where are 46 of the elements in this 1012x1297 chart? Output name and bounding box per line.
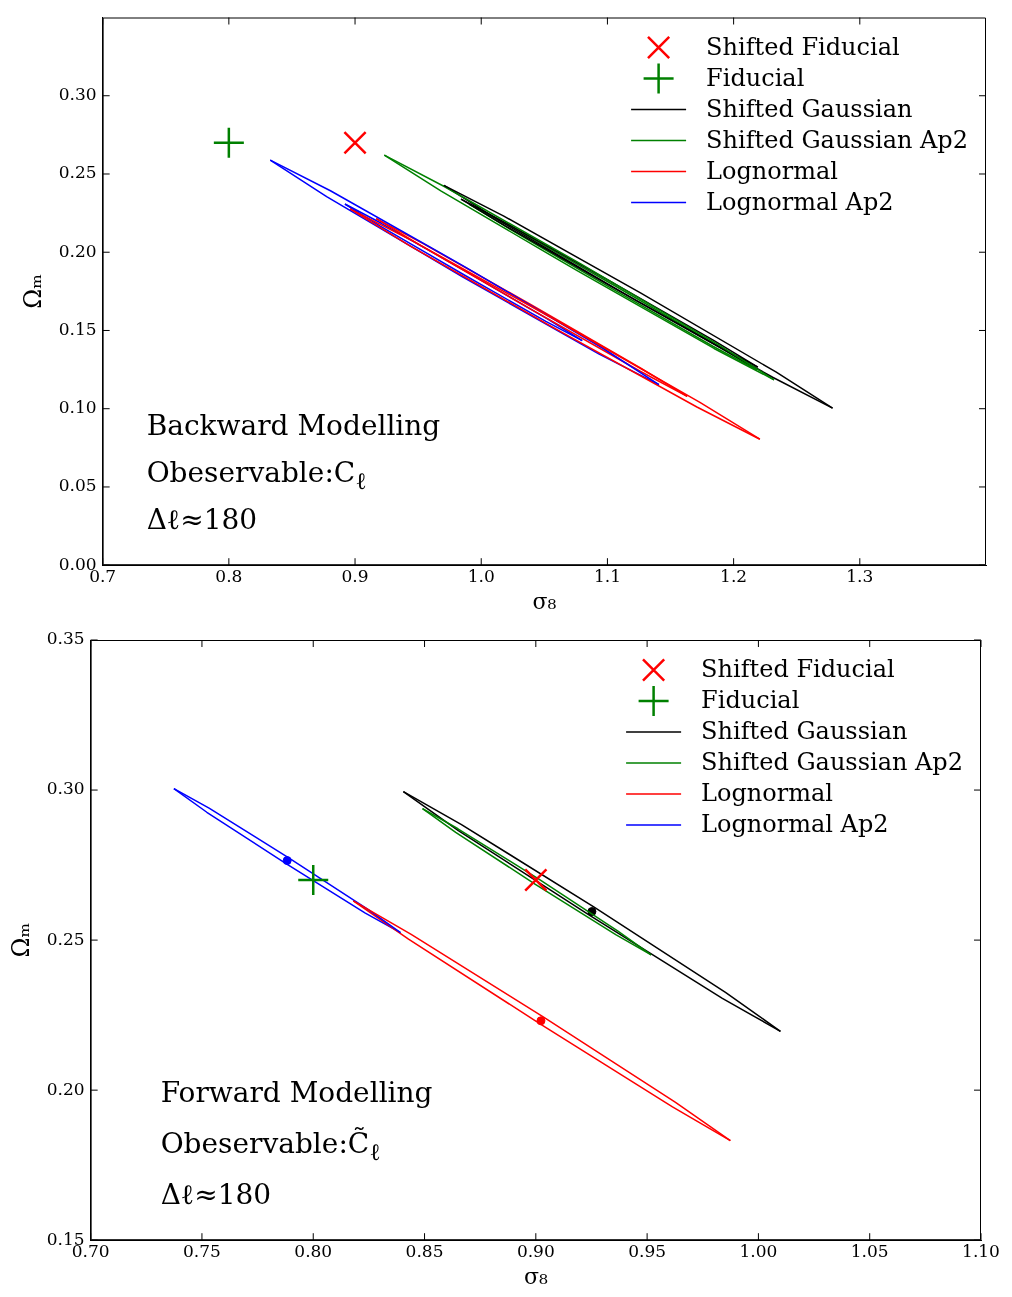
y-tick-label: 0.05 — [58, 475, 97, 496]
legend-label: Lognormal Ap2 — [701, 810, 889, 839]
x-tick-label: 1.05 — [850, 1240, 889, 1261]
x-tick-label: 0.85 — [405, 1240, 444, 1261]
x-axis-title: σ₈ — [523, 1263, 548, 1289]
y-tick-label: 0.20 — [58, 240, 97, 261]
legend-label: Shifted Gaussian Ap2 — [701, 748, 963, 777]
y-tick-label: 0.25 — [46, 928, 85, 949]
x-tick-label: 0.90 — [516, 1240, 555, 1261]
annotation: Forward Modelling — [160, 1076, 433, 1110]
x-axis-title: σ₈ — [532, 588, 557, 614]
legend-label: Shifted Fiducial — [706, 32, 900, 61]
x-tick-label: 0.9 — [341, 565, 369, 586]
annotation: Δℓ≈180 — [160, 1178, 272, 1212]
annotation: Backward Modelling — [146, 409, 441, 443]
legend-label: Lognormal — [706, 156, 838, 185]
legend-label: Shifted Gaussian — [701, 717, 908, 746]
y-tick-label: 0.10 — [58, 397, 97, 418]
legend-label: Shifted Gaussian Ap2 — [706, 125, 968, 154]
x-tick-label: 1.0 — [467, 565, 495, 586]
x-tick-label: 1.2 — [720, 565, 748, 586]
x-tick-label: 0.80 — [294, 1240, 333, 1261]
y-tick-label: 0.30 — [58, 84, 97, 105]
legend-label: Lognormal Ap2 — [706, 187, 894, 216]
annotation: Obeservable:C̃$_{ℓ}$ — [160, 1127, 381, 1166]
annotation: Δℓ≈180 — [146, 503, 258, 537]
x-tick-label: 1.00 — [739, 1240, 778, 1261]
y-tick-label: 0.35 — [46, 628, 85, 649]
x-tick-label: 0.75 — [183, 1240, 221, 1261]
y-tick-label: 0.30 — [46, 778, 85, 799]
y-axis-title: Ωₘ — [6, 922, 35, 958]
x-tick-label: 1.10 — [962, 1240, 1000, 1261]
legend-label: Shifted Fiducial — [701, 655, 895, 684]
x-tick-label: 1.3 — [846, 565, 874, 586]
y-tick-label: 0.20 — [46, 1078, 85, 1099]
legend-label: Fiducial — [701, 686, 800, 715]
y-tick-label: 0.15 — [58, 318, 97, 339]
annotation: Obeservable:C$_{ℓ}$ — [146, 456, 367, 495]
legend-label: Lognormal — [701, 779, 833, 808]
x-tick-label: 1.1 — [593, 565, 621, 586]
legend-label: Shifted Gaussian — [706, 94, 913, 123]
y-axis-title: Ωₘ — [18, 274, 47, 309]
y-tick-label: 0.25 — [58, 162, 97, 183]
x-tick-label: 0.8 — [215, 565, 243, 586]
x-tick-label: 0.95 — [628, 1240, 667, 1261]
legend-label: Fiducial — [706, 63, 805, 92]
